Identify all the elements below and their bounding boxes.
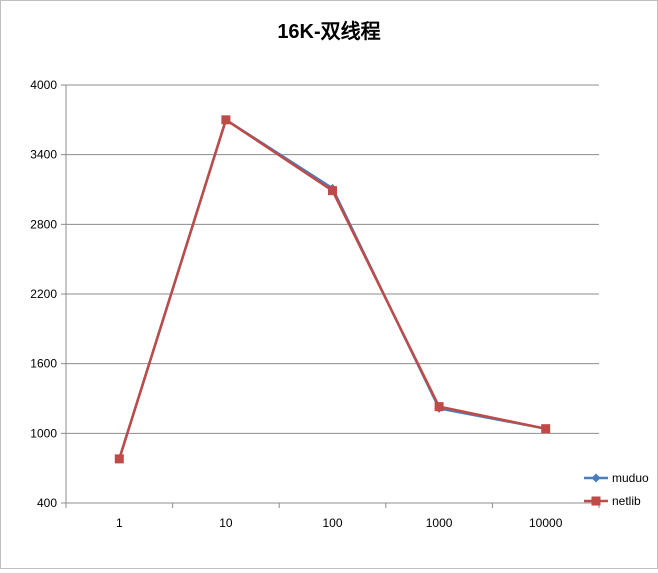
y-tick-label: 2800 (30, 217, 57, 231)
data-point (541, 424, 551, 434)
data-point (114, 454, 124, 464)
y-tick-label: 3400 (30, 148, 57, 162)
legend-label: netlib (612, 494, 641, 508)
series-muduo (114, 115, 551, 464)
y-tick-label: 400 (37, 496, 57, 510)
x-tick-label: 1 (116, 516, 123, 530)
legend-label: muduo (612, 471, 649, 485)
y-tick-label: 1000 (30, 426, 57, 440)
y-tick-labels: 400 1000 1600 2200 2800 3400 4000 (30, 78, 57, 510)
legend-marker (591, 473, 601, 483)
series-netlib (114, 115, 551, 464)
x-tick-label: 10 (219, 516, 233, 530)
gridlines (66, 84, 599, 434)
y-tick-label: 1600 (30, 357, 57, 371)
x-tick-label: 10000 (529, 516, 563, 530)
x-tick-label: 1000 (426, 516, 453, 530)
x-tick-labels: 1 10 100 1000 10000 (116, 516, 563, 530)
data-point (328, 186, 337, 196)
legend-marker (591, 496, 601, 506)
axes (61, 84, 600, 508)
x-tick-label: 100 (322, 516, 342, 530)
y-tick-label: 4000 (30, 78, 57, 92)
legend-entry-muduo: muduo (584, 471, 649, 485)
legend-entry-netlib: netlib (584, 494, 641, 508)
legend: muduo netlib (584, 471, 649, 508)
series-line (118, 118, 546, 460)
data-point (434, 402, 444, 412)
series-lines (114, 115, 551, 464)
data-point (221, 115, 231, 125)
chart-title: 16K-双线程 (277, 19, 380, 43)
series-line (118, 118, 546, 460)
y-tick-label: 2200 (30, 287, 57, 301)
